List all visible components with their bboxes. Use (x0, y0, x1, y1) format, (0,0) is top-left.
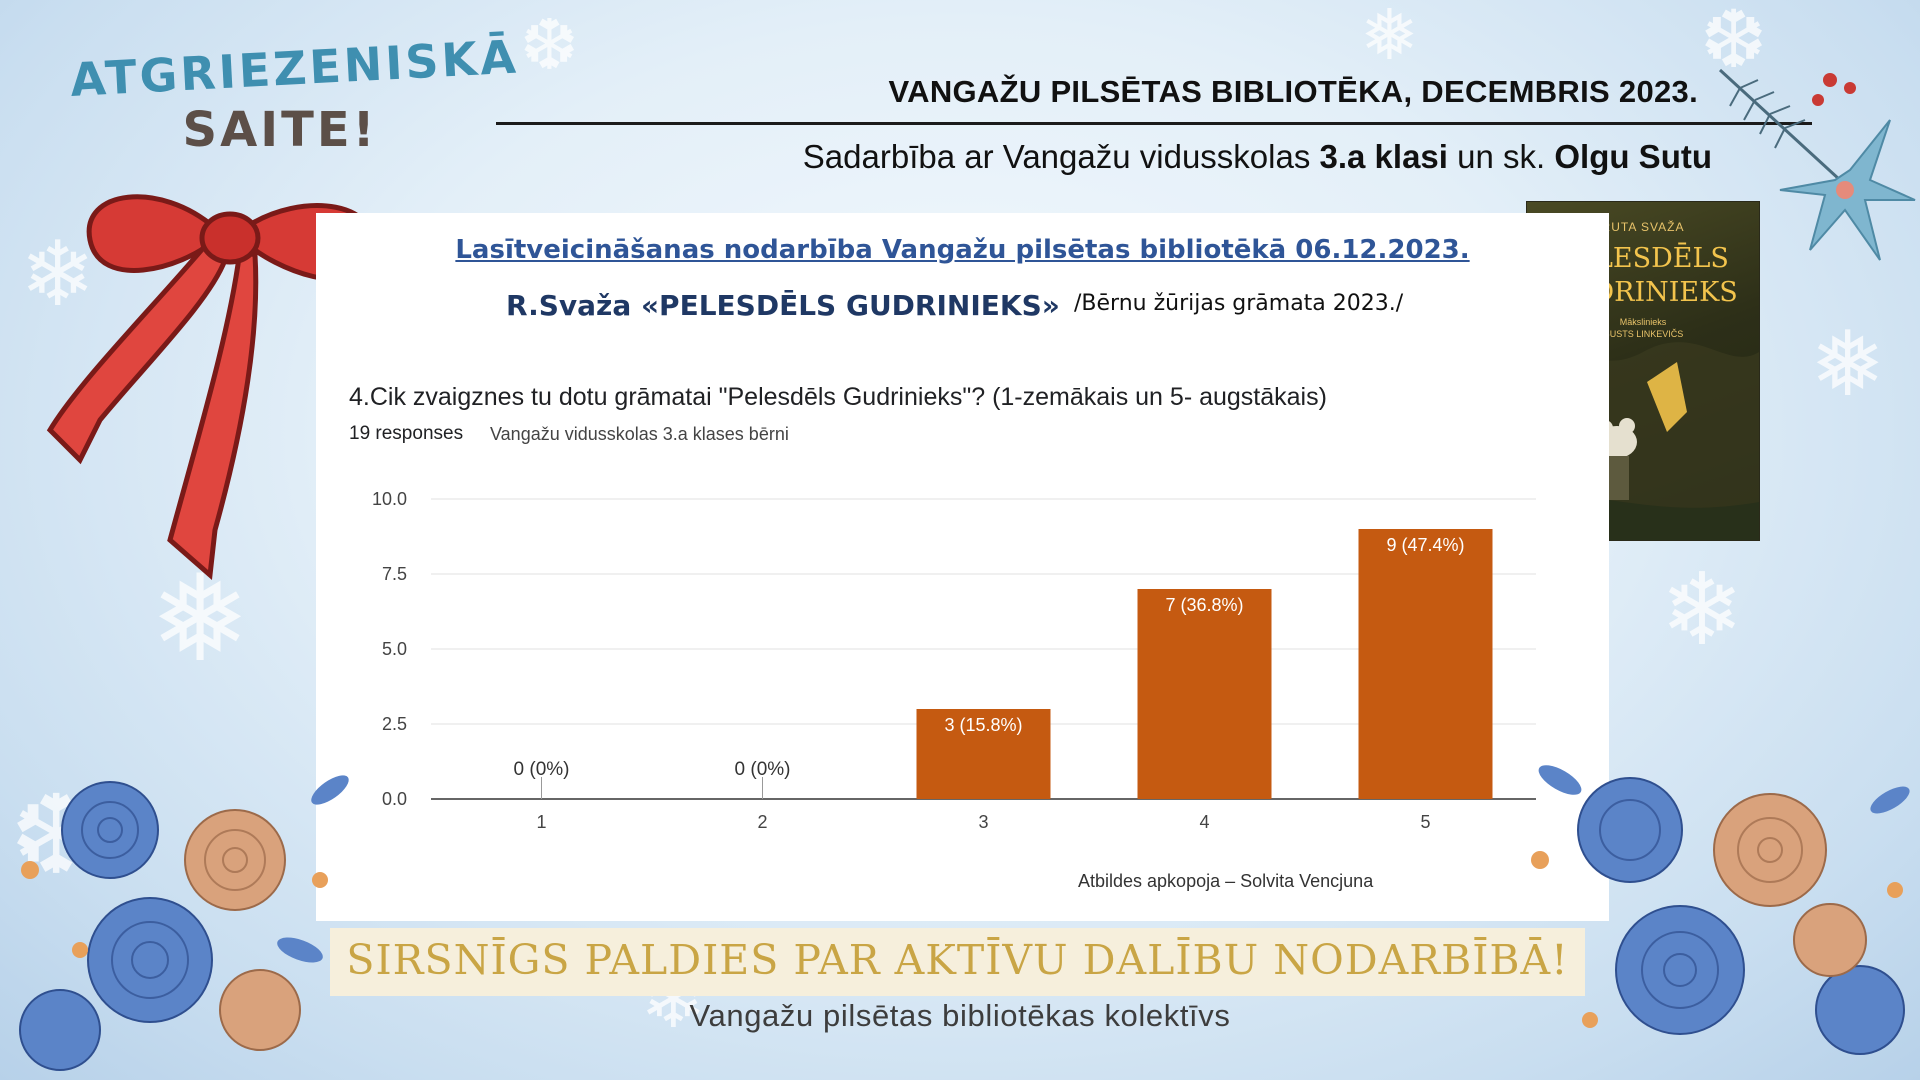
feedback-badge-title: ATGRIEZENISKĀ SAITE! (69, 30, 520, 158)
bar-4 (1137, 589, 1272, 799)
x-tick-label: 2 (757, 812, 767, 832)
x-tick-label: 4 (1199, 812, 1209, 832)
y-tick-label: 10.0 (372, 489, 407, 509)
cover-illustrator-name: GUSTS LINKEVIČS (1602, 329, 1684, 339)
y-tick-label: 2.5 (382, 714, 407, 734)
snowflake-decoration: ❄ (1660, 551, 1744, 668)
collaboration-prefix: Sadarbība ar Vangažu vidusskolas (802, 138, 1320, 175)
book-jury-note: /Bērnu žūrijas grāmata 2023./ (1074, 291, 1404, 316)
badge-title-line2: SAITE! (182, 102, 378, 158)
pine-berries-decoration (1718, 68, 1916, 261)
flower-bouquet-left-decoration (19, 775, 349, 1071)
cover-author: RUTA SVAŽA (1601, 220, 1685, 234)
survey-question: 4.Cik zvaigznes tu dotu grāmatai "Pelesd… (349, 383, 1327, 411)
respondent-group: Vangažu vidusskolas 3.a klases bērni (490, 424, 789, 444)
rating-bar-chart: 0.0 2.5 5.0 7.5 10.0 0 (0%) 1 0 (0%) 2 3 (15.8%) 3… (372, 489, 1536, 832)
x-tick-label: 5 (1420, 812, 1430, 832)
collaboration-mid: un sk. (1447, 138, 1555, 175)
bar-data-label: 3 (15.8%) (944, 715, 1022, 735)
x-tick-label: 1 (536, 812, 546, 832)
snowflake-decoration: ❅ (1810, 312, 1886, 417)
bar-3 (916, 709, 1051, 799)
cover-illustrator: Mākslinieks GUSTS LINKEVIČS (1527, 316, 1759, 340)
snowflake-decoration: ❅ (1360, 0, 1419, 76)
compiler-credit: Atbildes apkopoja – Solvita Vencjuna (1078, 871, 1374, 891)
book-title-line: R.Svaža «PELESDĒLS GUDRINIEKS» (506, 289, 1060, 322)
bar-data-label: 0 (0%) (514, 759, 570, 780)
library-date-heading: VANGAŽU PILSĒTAS BIBLIOTĒKA, DECEMBRIS 2… (888, 74, 1698, 109)
activity-title: Lasītveicināšanas nodarbība Vangažu pils… (455, 235, 1470, 265)
y-tick-label: 5.0 (382, 639, 407, 659)
collaboration-teacher: Olgu Sutu (1554, 138, 1712, 175)
snowflake-decoration: ❄ (20, 222, 96, 327)
collaboration-class: 3.a klasi (1319, 138, 1448, 175)
snowflake-decoration: ❆ (1700, 0, 1768, 86)
bar-5 (1358, 529, 1493, 799)
bar-data-label: 9 (47.4%) (1386, 535, 1464, 555)
snowflake-decoration: ❆ (520, 4, 579, 86)
badge-title-line1: ATGRIEZENISKĀ (68, 29, 520, 107)
x-tick-label: 3 (978, 812, 988, 832)
header-divider (496, 122, 1812, 125)
library-team-signoff: Vangažu pilsētas bibliotēkas kolektīvs (689, 998, 1231, 1033)
thanks-banner: SIRSNĪGS PALDIES PAR AKTĪVU DALĪBU NODAR… (330, 928, 1585, 996)
survey-panel: Lasītveicināšanas nodarbība Vangažu pils… (316, 213, 1609, 921)
cover-illustrator-label: Mākslinieks (1619, 317, 1667, 327)
thanks-message: SIRSNĪGS PALDIES PAR AKTĪVU DALĪBU NODAR… (346, 936, 1569, 984)
y-tick-label: 0.0 (382, 789, 407, 809)
snowflake-decoration: ❅ (150, 550, 251, 689)
response-count: 19 responses (349, 423, 464, 444)
y-tick-label: 7.5 (382, 564, 407, 584)
ribbon-bow-decoration (46, 194, 376, 581)
bar-data-label: 7 (36.8%) (1165, 595, 1243, 615)
flower-bouquet-right-decoration (1531, 765, 1910, 1055)
bar-data-label: 0 (0%) (735, 759, 791, 780)
collaboration-line: Sadarbība ar Vangažu vidusskolas 3.a kla… (803, 138, 1712, 176)
